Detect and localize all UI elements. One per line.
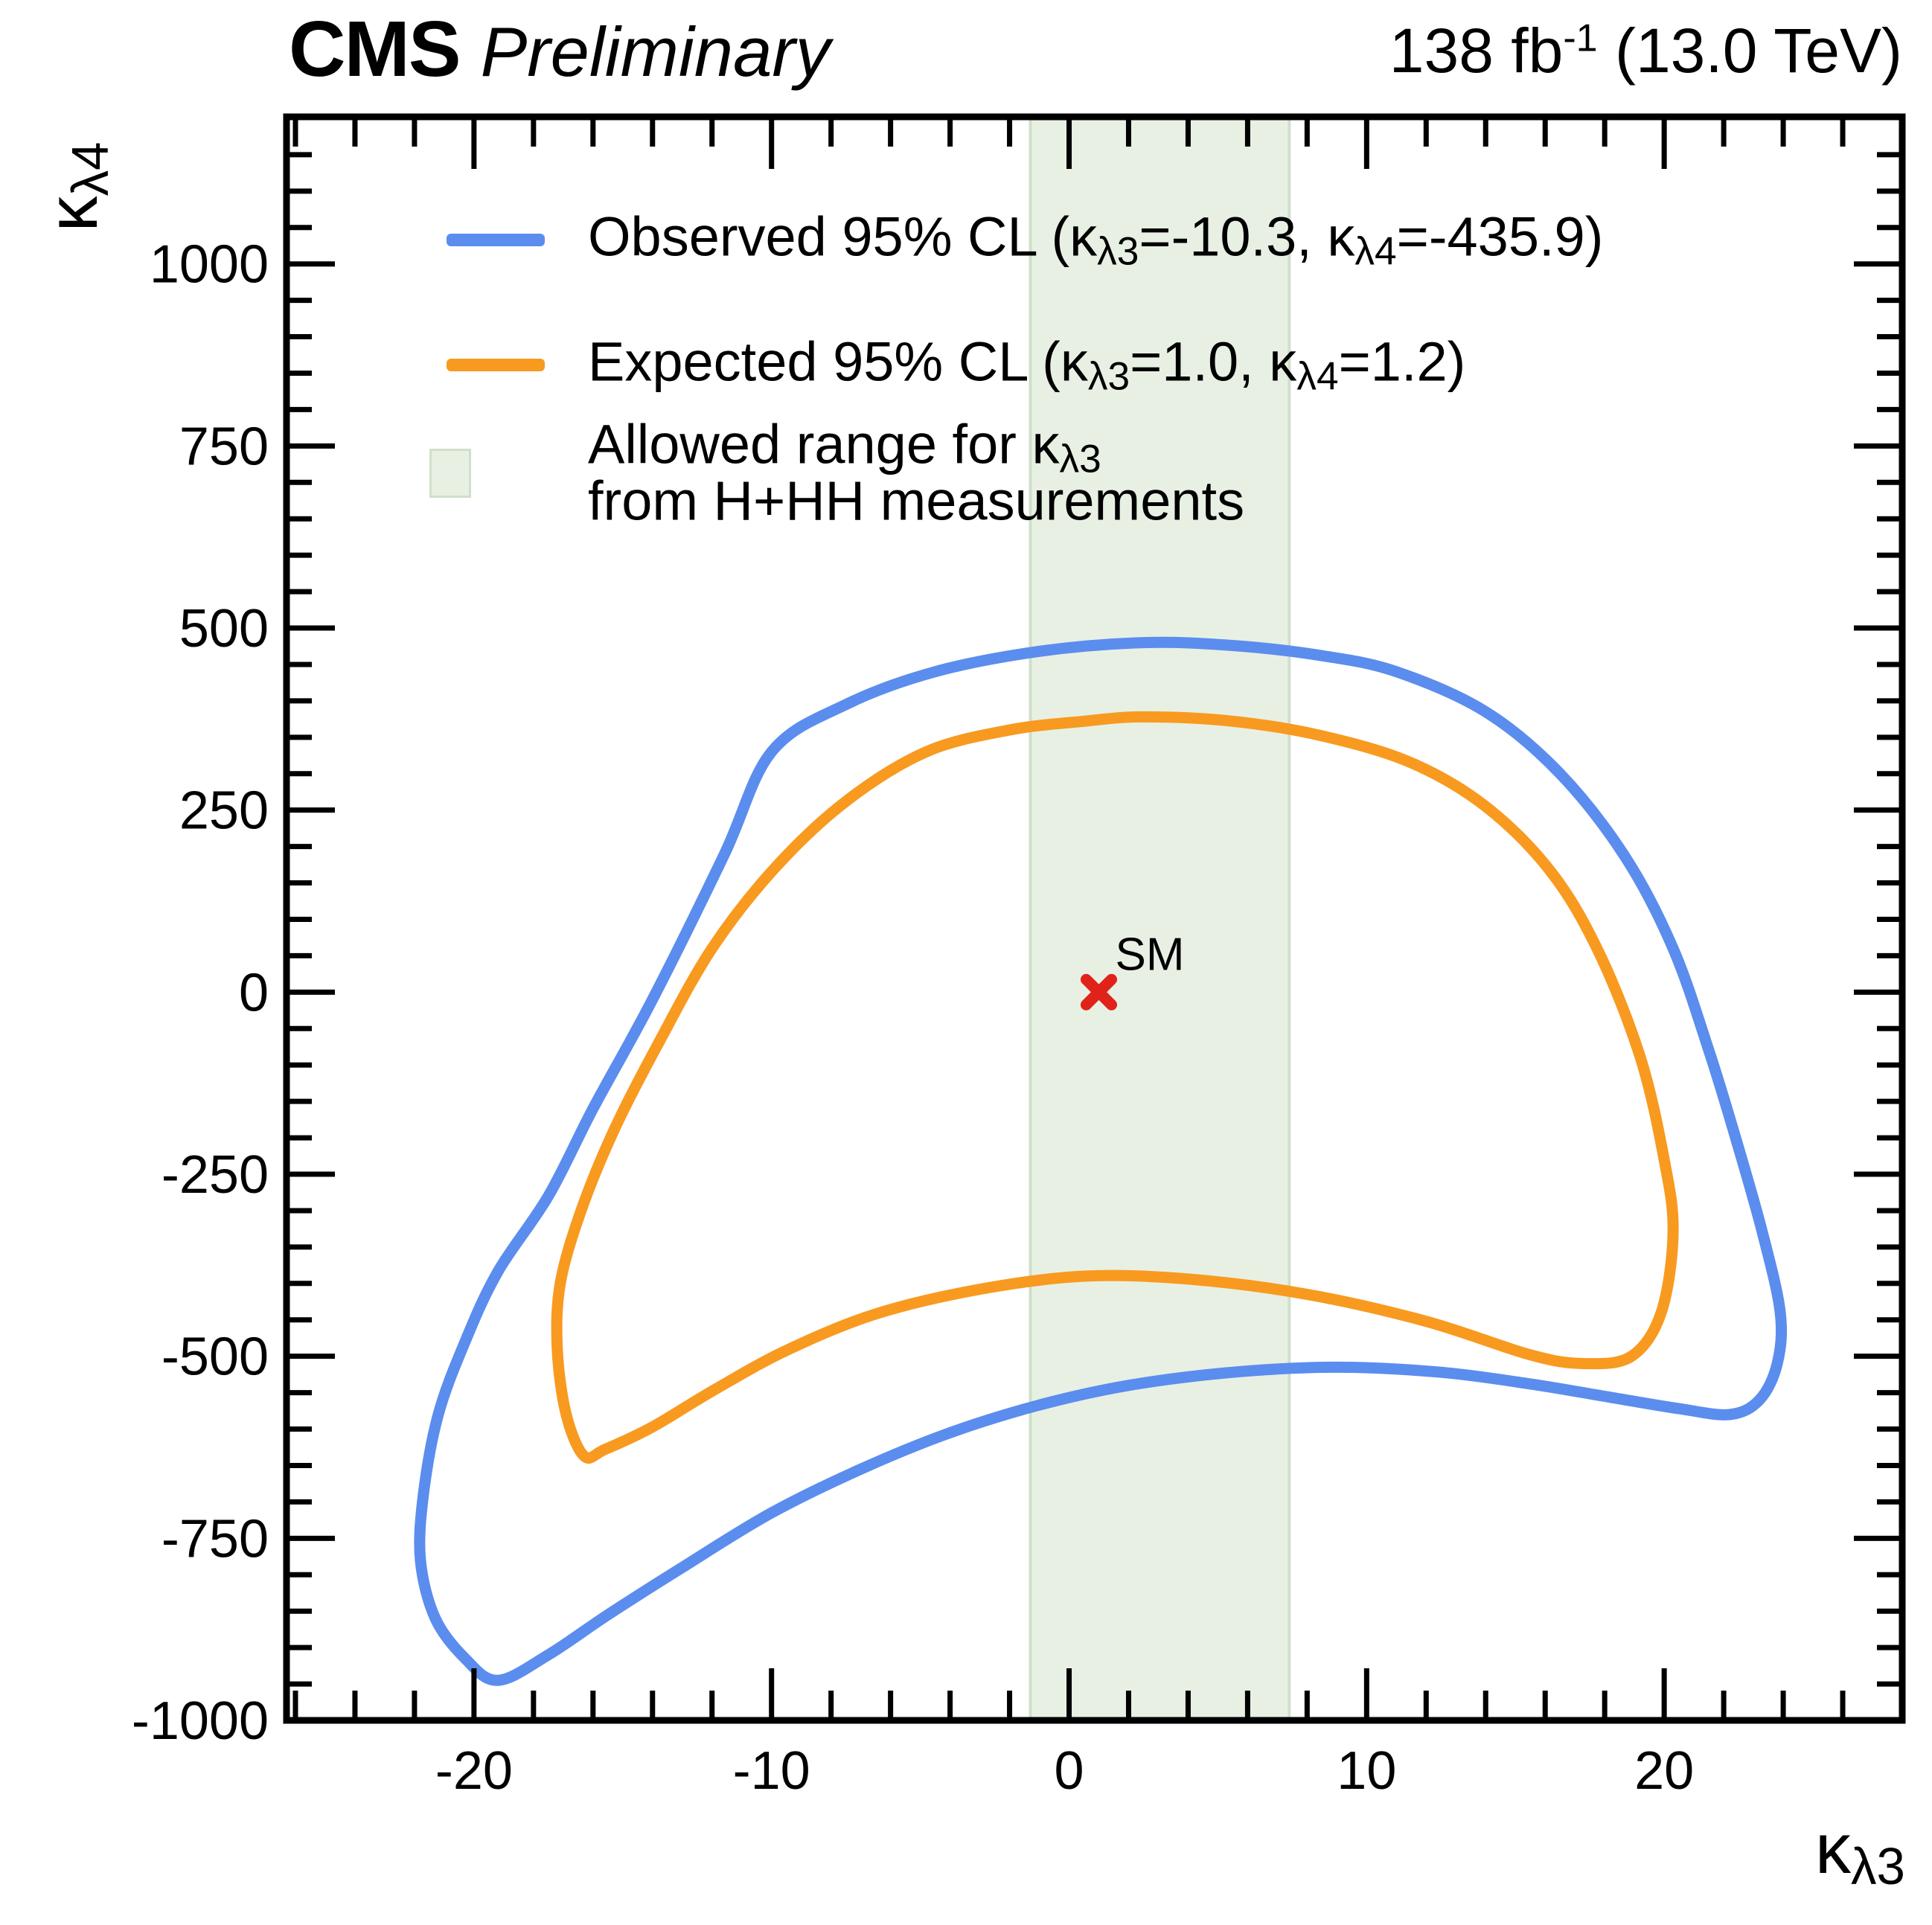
x-tick-label: 0 [1054, 1741, 1084, 1801]
lumi-value: 138 fb [1389, 16, 1564, 86]
luminosity-energy-label: 138 fb-1 (13.0 TeV) [1389, 15, 1902, 87]
plot-frame [283, 113, 1906, 1724]
energy-value: (13.0 TeV) [1597, 16, 1902, 86]
y-axis-title: κλ4 [33, 141, 120, 232]
y-tick-label: -1000 [132, 1691, 269, 1751]
observed-contour [414, 636, 1788, 1686]
y-tick-label: -750 [161, 1509, 269, 1569]
x-tick-label: -20 [435, 1741, 513, 1801]
expected-contour [551, 711, 1679, 1464]
y-tick-label: 750 [179, 417, 269, 476]
x-axis-title: κλ3 [1815, 1809, 1905, 1896]
experiment-logo: CMS [289, 5, 461, 93]
x-tick-label: 10 [1337, 1741, 1396, 1801]
y-tick-label: 500 [179, 599, 269, 659]
preliminary-label: Preliminary [480, 13, 831, 91]
y-tick-label: 0 [239, 963, 269, 1022]
y-tick-label: 1000 [150, 235, 269, 295]
sm-point-label: SM [1115, 929, 1184, 980]
y-tick-label: -250 [161, 1145, 269, 1205]
y-tick-label: -500 [161, 1327, 269, 1387]
x-tick-label: -10 [733, 1741, 810, 1801]
y-tick-label: 250 [179, 781, 269, 841]
allowed-range-band [1030, 117, 1290, 1720]
lumi-exponent: -1 [1563, 16, 1598, 60]
sm-point-marker [1081, 973, 1117, 1010]
x-tick-label: 20 [1634, 1741, 1694, 1801]
header-left: CMS Preliminary [289, 4, 831, 95]
